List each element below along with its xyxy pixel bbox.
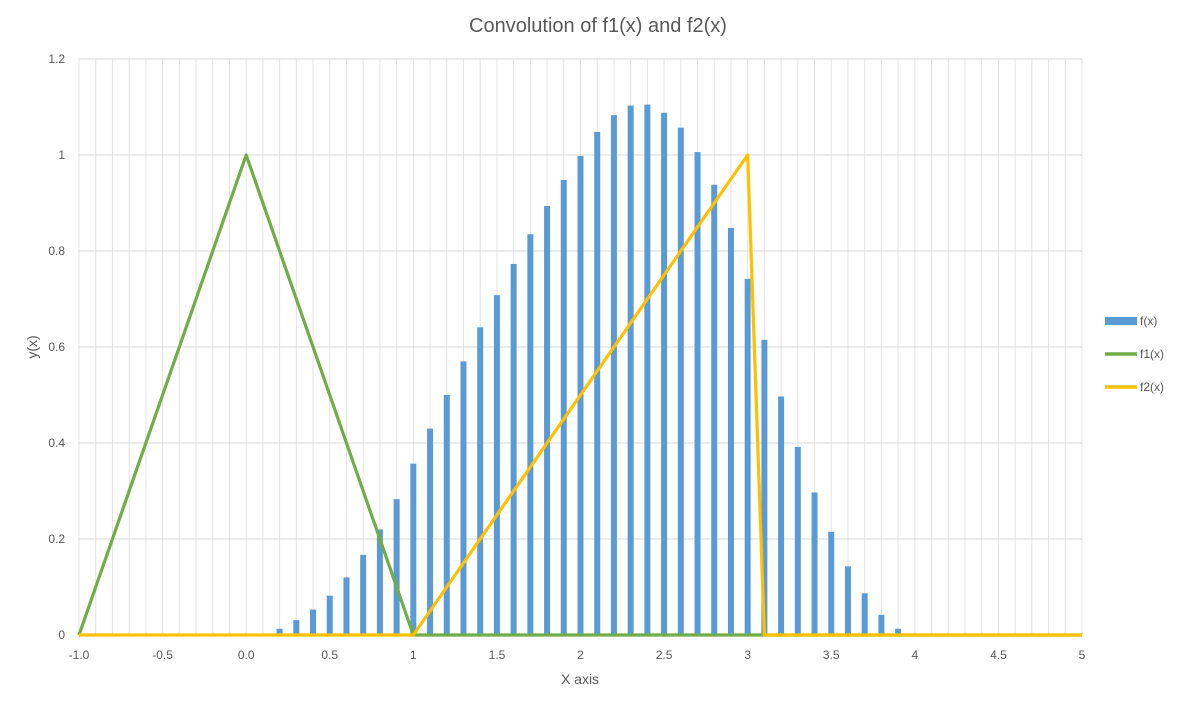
x-tick-label: 0.0 — [238, 648, 255, 662]
bar — [794, 446, 801, 635]
x-tick-label: 3.5 — [823, 648, 840, 662]
bar — [844, 566, 851, 635]
x-tick-label: -0.5 — [152, 648, 173, 662]
bar — [276, 628, 283, 635]
bar — [744, 278, 751, 635]
bar — [861, 593, 868, 635]
bar-series — [259, 104, 902, 636]
series-line — [79, 153, 1082, 637]
bar — [878, 614, 885, 635]
x-tick-labels: -1.0 -0.5 0.0 0.5 1 1.5 2 2.5 3 3.5 4 4.5 5 — [69, 648, 1086, 662]
bar — [393, 499, 400, 635]
bar — [410, 463, 417, 635]
x-tick-label: 2 — [577, 648, 584, 662]
x-tick-label: -1.0 — [69, 648, 90, 662]
y-tick-label: 0.8 — [48, 244, 65, 258]
y-tick-labels: 0 0.2 0.4 0.6 0.8 1 1.2 — [48, 52, 65, 642]
bar — [560, 179, 567, 635]
bar — [627, 105, 634, 635]
bar — [477, 327, 484, 635]
bar — [293, 620, 300, 635]
bar — [694, 152, 701, 635]
x-tick-label: 5 — [1079, 648, 1086, 662]
y-tick-label: 0.4 — [48, 436, 65, 450]
x-tick-label: 0.5 — [321, 648, 338, 662]
bar — [727, 227, 734, 635]
bar — [360, 554, 367, 635]
bar — [661, 112, 668, 635]
chart-title: Convolution of f1(x) and f2(x) — [469, 15, 727, 37]
x-tick-label: 1.5 — [489, 648, 506, 662]
line-series — [77, 153, 1082, 637]
bar — [677, 127, 684, 635]
bar — [326, 595, 333, 635]
bar — [895, 628, 902, 635]
bar — [544, 205, 551, 635]
x-tick-label: 1 — [410, 648, 417, 662]
y-tick-label: 1.2 — [48, 52, 65, 66]
bar — [761, 339, 768, 635]
legend-label: f2(x) — [1140, 380, 1164, 394]
bar — [644, 104, 651, 636]
bar — [493, 295, 500, 635]
y-tick-label: 1 — [58, 148, 65, 162]
bar — [460, 361, 467, 635]
bar — [427, 428, 434, 635]
x-tick-label: 4.5 — [990, 648, 1007, 662]
x-tick-label: 4 — [911, 648, 918, 662]
bar — [610, 115, 617, 635]
y-tick-label: 0.6 — [48, 340, 65, 354]
bar — [711, 184, 718, 635]
legend: f(x) f1(x) f2(x) — [1105, 314, 1164, 394]
bar — [343, 577, 350, 635]
bar — [594, 131, 601, 635]
legend-label: f(x) — [1140, 314, 1157, 328]
x-tick-label: 2.5 — [656, 648, 673, 662]
bar — [527, 234, 534, 635]
y-axis-label: y(x) — [24, 335, 40, 358]
bar — [443, 395, 450, 635]
x-tick-label: 3 — [744, 648, 751, 662]
x-axis-label: X axis — [561, 671, 599, 687]
bar — [828, 531, 835, 635]
legend-label: f1(x) — [1140, 347, 1164, 361]
y-tick-label: 0.2 — [48, 532, 65, 546]
bar — [310, 609, 317, 635]
bar — [510, 263, 517, 635]
y-tick-label: 0 — [58, 628, 65, 642]
series-line — [77, 153, 1082, 637]
bar — [811, 492, 818, 635]
bar — [778, 396, 785, 635]
legend-swatch — [1105, 317, 1137, 325]
bar — [376, 529, 383, 635]
